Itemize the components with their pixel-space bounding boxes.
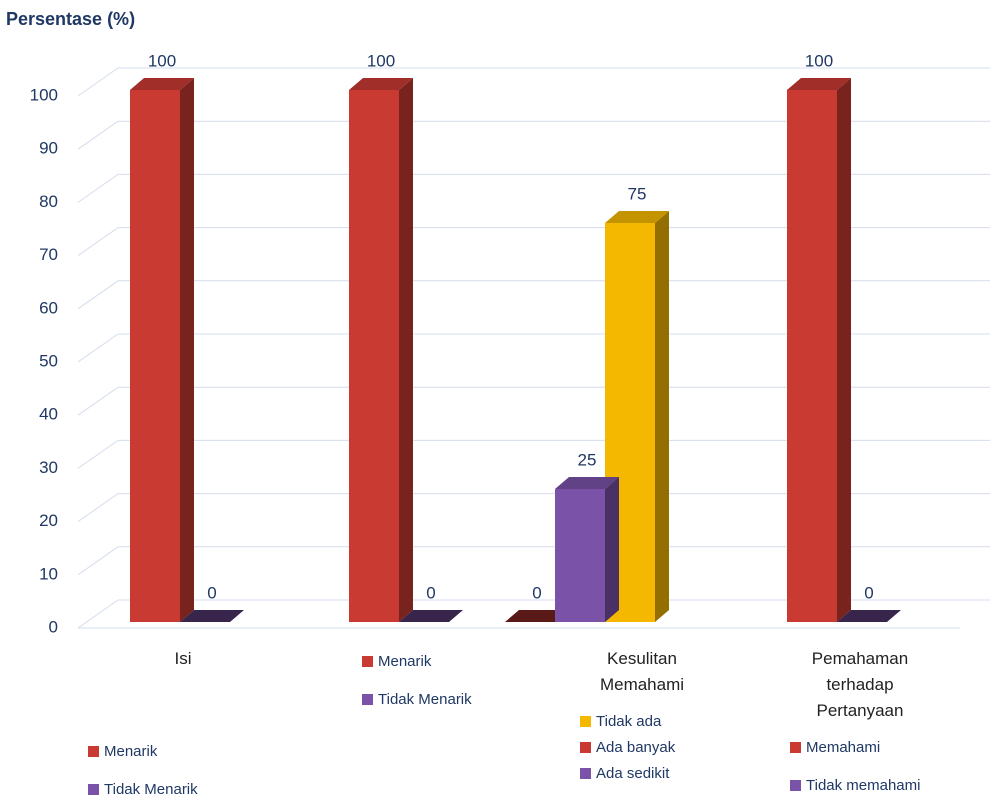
bar-side	[837, 78, 851, 622]
data-label: 0	[426, 583, 435, 602]
y-tick-label: 100	[30, 85, 58, 104]
x-tick-label-line: Pertanyaan	[817, 701, 904, 720]
bar-top	[605, 211, 669, 223]
data-label: 75	[628, 184, 647, 203]
legend-label: Ada sedikit	[596, 765, 670, 782]
grid-line-depth	[77, 546, 119, 576]
grid-line	[77, 546, 990, 576]
legend-swatch	[88, 784, 99, 795]
data-label: 100	[367, 51, 395, 70]
y-tick-label: 80	[39, 192, 58, 211]
grid-line-depth	[77, 280, 119, 310]
x-tick-label-line: Memahami	[600, 675, 684, 694]
y-axis-title: Persentase (%)	[6, 9, 135, 29]
bar-top	[555, 477, 619, 489]
bar-top	[130, 78, 194, 90]
bar	[787, 78, 851, 622]
y-tick-label: 10	[39, 564, 58, 583]
bar	[837, 610, 901, 622]
grid-line-depth	[77, 439, 119, 469]
grid-line	[77, 120, 990, 150]
x-tick-label-line: terhadap	[826, 675, 893, 694]
grid-line	[77, 173, 990, 203]
y-tick-label: 60	[39, 298, 58, 317]
bar-side	[399, 78, 413, 622]
bar-front	[130, 90, 180, 622]
bar	[130, 78, 194, 622]
y-tick-label: 20	[39, 511, 58, 530]
bar-side	[655, 211, 669, 622]
legend-swatch	[362, 656, 373, 667]
x-tick-label-line: Isi	[175, 649, 192, 668]
legend-label: Ada banyak	[596, 739, 676, 756]
y-tick-label: 70	[39, 245, 58, 264]
x-tick-label: Pemahaman terhadap Pertanyaan	[812, 649, 908, 720]
legend-label: Menarik	[104, 743, 158, 760]
grid-line-depth	[77, 173, 119, 203]
bar	[555, 477, 619, 622]
grid-line-depth	[77, 599, 119, 629]
bar-side	[605, 477, 619, 622]
data-label: 0	[207, 583, 216, 602]
bar-front	[555, 489, 605, 622]
bar	[349, 78, 413, 622]
legend-swatch	[580, 716, 591, 727]
bar-front	[349, 90, 399, 622]
bar-top	[787, 78, 851, 90]
legend-label: Tidak Menarik	[104, 781, 198, 798]
bar-front	[787, 90, 837, 622]
legend-swatch	[790, 742, 801, 753]
legend-label: Menarik	[378, 653, 432, 670]
grid-line	[77, 67, 990, 97]
legend-label: Tidak Menarik	[378, 691, 472, 708]
data-label: 100	[805, 51, 833, 70]
legend-swatch	[580, 768, 591, 779]
y-tick-label: 90	[39, 139, 58, 158]
legend-swatch	[88, 746, 99, 757]
y-tick-label: 50	[39, 351, 58, 370]
legend-swatch	[362, 694, 373, 705]
legend-swatch	[790, 780, 801, 791]
bar	[505, 610, 569, 622]
y-tick-label: 40	[39, 405, 58, 424]
grid-line	[77, 333, 990, 363]
legend-swatch	[580, 742, 591, 753]
grid-line	[77, 280, 990, 310]
grid-line-depth	[77, 227, 119, 257]
bar	[180, 610, 244, 622]
grid-line-depth	[77, 493, 119, 523]
y-tick-label: 0	[49, 617, 58, 636]
bar-top	[349, 78, 413, 90]
grid-line-depth	[77, 333, 119, 363]
legend-label: Memahami	[806, 739, 880, 756]
grid-line-depth	[77, 120, 119, 150]
data-label: 25	[578, 450, 597, 469]
x-tick-label-line: Pemahaman	[812, 649, 908, 668]
data-label: 0	[864, 583, 873, 602]
bar-floor	[505, 610, 569, 622]
x-tick-label: Isi	[175, 649, 192, 668]
bar-floor	[180, 610, 244, 622]
grid-line-depth	[77, 67, 119, 97]
x-tick-label-line: Kesulitan	[607, 649, 677, 668]
grid-line	[77, 493, 990, 523]
bar-floor	[837, 610, 901, 622]
data-label: 100	[148, 51, 176, 70]
legend-label: Tidak memahami	[806, 777, 920, 794]
bar	[399, 610, 463, 622]
grid-line	[77, 386, 990, 416]
grid-line-depth	[77, 386, 119, 416]
x-tick-label: Kesulitan Memahami	[600, 649, 684, 694]
grid-line	[77, 439, 990, 469]
legend-label: Tidak ada	[596, 713, 662, 730]
bar-side	[180, 78, 194, 622]
data-label: 0	[532, 583, 541, 602]
grid-line	[77, 227, 990, 257]
bar-floor	[399, 610, 463, 622]
y-tick-label: 30	[39, 458, 58, 477]
